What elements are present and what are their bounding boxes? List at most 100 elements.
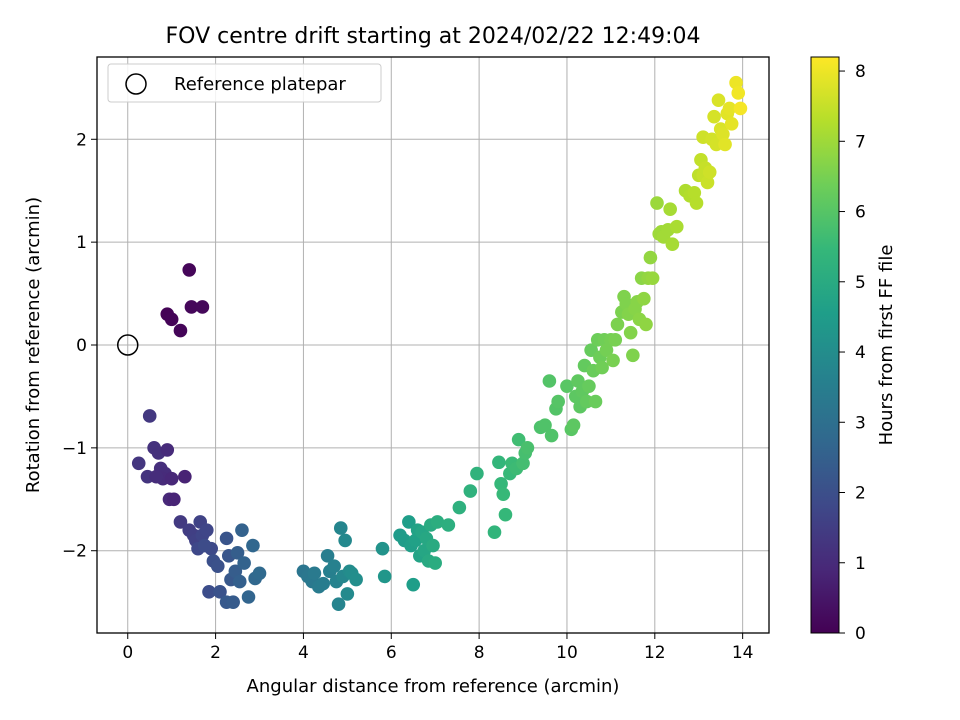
data-point — [327, 559, 341, 573]
data-point — [498, 507, 513, 522]
x-axis-label: Angular distance from reference (arcmin) — [247, 676, 620, 697]
data-point — [252, 566, 267, 581]
colorbar-tick-label: 6 — [855, 203, 866, 223]
data-point — [241, 590, 256, 604]
data-point — [307, 566, 322, 581]
colorbar-tick-label: 1 — [855, 554, 866, 574]
data-point — [511, 432, 526, 447]
data-point — [452, 500, 467, 515]
data-point — [700, 175, 715, 190]
reference-platepar-marker — [116, 334, 139, 356]
x-tick-label: 2 — [210, 643, 221, 663]
data-point — [331, 597, 346, 611]
legend-label-reference: Reference platepar — [174, 74, 346, 95]
data-point — [538, 418, 552, 433]
data-points — [131, 75, 748, 611]
y-tick-label: 0 — [76, 336, 87, 356]
data-point — [551, 394, 565, 409]
data-point — [164, 471, 179, 486]
data-point — [246, 538, 260, 553]
data-point — [333, 521, 348, 535]
data-point — [665, 237, 680, 251]
data-point — [663, 202, 677, 217]
data-point — [149, 469, 164, 484]
data-point — [142, 409, 157, 423]
data-point — [566, 418, 581, 433]
data-point — [722, 101, 737, 116]
y-tick-label: −1 — [62, 439, 87, 459]
data-point — [560, 379, 574, 393]
data-point — [516, 456, 530, 471]
data-point — [230, 545, 245, 560]
data-point — [599, 343, 614, 357]
grid-lines — [97, 57, 769, 633]
y-axis-ticks: −2 −1 0 1 2 — [62, 130, 97, 562]
colorbar-tick-label: 8 — [855, 62, 866, 82]
data-point — [470, 466, 484, 481]
data-point — [232, 574, 247, 589]
y-tick-label: −2 — [62, 542, 87, 562]
colorbar-gradient — [810, 56, 840, 634]
data-point — [402, 515, 416, 529]
data-point — [626, 348, 640, 363]
data-point — [496, 487, 511, 501]
data-point — [131, 456, 146, 471]
data-point — [316, 576, 330, 591]
data-point — [320, 549, 335, 563]
data-point — [463, 484, 478, 498]
data-point — [228, 564, 243, 579]
data-point — [544, 428, 559, 443]
data-point — [610, 317, 625, 332]
colorbar-tick-label: 0 — [855, 624, 866, 644]
data-point — [195, 300, 210, 314]
x-tick-label: 14 — [732, 643, 754, 663]
data-point — [729, 75, 743, 90]
colorbar-tick-label: 4 — [855, 343, 866, 363]
data-point — [588, 394, 603, 409]
data-point — [226, 595, 240, 609]
colorbar-ticks: 0 1 2 3 4 5 6 7 8 — [839, 62, 866, 644]
data-point — [340, 587, 355, 601]
legend-box — [107, 63, 382, 103]
x-tick-label: 6 — [386, 643, 397, 663]
data-point — [733, 101, 748, 116]
data-point — [164, 312, 179, 327]
data-point — [669, 219, 684, 234]
data-point — [237, 556, 251, 570]
legend-marker-reference — [125, 73, 147, 95]
data-point — [197, 538, 212, 553]
data-point — [202, 585, 216, 599]
colorbar-tick-label: 3 — [855, 413, 866, 433]
data-point — [582, 379, 596, 393]
data-point — [637, 291, 651, 306]
data-point — [645, 271, 660, 285]
data-point — [235, 523, 249, 537]
data-point — [650, 196, 664, 210]
reference-marker — [116, 334, 139, 356]
data-point — [724, 117, 739, 131]
data-point — [428, 556, 442, 570]
data-point — [707, 109, 721, 124]
colorbar-label: Hours from first FF file — [876, 245, 897, 446]
data-point — [349, 572, 363, 587]
colorbar-tick-label: 5 — [855, 273, 866, 293]
data-point — [492, 455, 506, 470]
data-point — [687, 185, 702, 200]
data-point — [520, 441, 535, 455]
data-point — [571, 374, 585, 388]
x-tick-label: 12 — [644, 643, 666, 663]
chart-title: FOV centre drift starting at 2024/02/22 … — [166, 24, 701, 49]
data-point — [178, 469, 192, 484]
data-point — [643, 250, 658, 265]
data-point — [377, 569, 392, 584]
y-axis-label: Rotation from reference (arcmin) — [23, 197, 44, 493]
data-point — [487, 525, 502, 539]
x-tick-label: 0 — [122, 643, 133, 663]
data-point — [219, 531, 234, 546]
data-point — [731, 86, 746, 100]
data-point — [213, 585, 227, 599]
data-point — [430, 515, 445, 529]
data-point — [606, 353, 620, 368]
data-point — [160, 443, 175, 457]
